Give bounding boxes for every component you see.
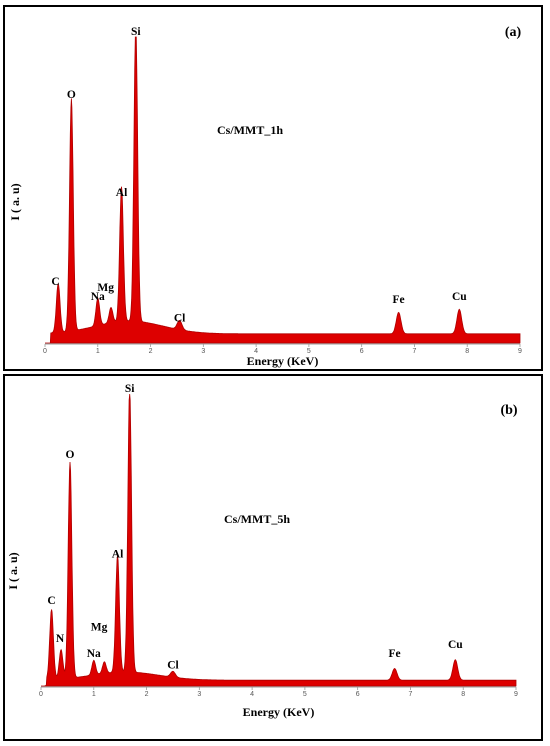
peak-label-o: O: [66, 449, 75, 461]
x-tick-label: 6: [360, 348, 364, 355]
x-axis-label: Energy (KeV): [247, 354, 319, 368]
x-axis-label: Energy (KeV): [243, 705, 315, 719]
eds-chart-b: 0 1 2 3 4 5 6 7 8 9 C N O Na Mg Al Si Cl Fe Cu Energy (KeV) I…: [6, 383, 518, 719]
panel-b: 0 1 2 3 4 5 6 7 8 9 C N O Na Mg Al Si Cl Fe Cu Energy (KeV) I…: [3, 374, 543, 741]
x-tick-label: 9: [518, 348, 522, 355]
x-tick-label: 8: [461, 691, 465, 698]
peak-label-mg: Mg: [97, 282, 114, 294]
x-tick-label: 4: [250, 691, 254, 698]
x-tick-label: 0: [43, 348, 47, 355]
panel-label: (a): [505, 25, 522, 40]
peak-label-mg: Mg: [91, 622, 108, 634]
peak-label-fe: Fe: [393, 294, 405, 306]
y-axis-label: I ( a. u): [6, 552, 20, 589]
peak-label-cl: Cl: [174, 313, 186, 325]
x-tick-label: 3: [201, 348, 205, 355]
peak-label-al: Al: [116, 187, 128, 199]
x-tick-label: 5: [303, 691, 307, 698]
peak-label-cl: Cl: [167, 659, 179, 671]
y-axis-label: I ( a. u): [8, 183, 22, 220]
peak-label-cu: Cu: [448, 639, 463, 651]
x-tick-label: 8: [465, 348, 469, 355]
peak-label-al: Al: [112, 549, 124, 561]
x-tick-label: 1: [96, 348, 100, 355]
x-tick-label: 2: [145, 691, 149, 698]
x-tick-label: 2: [149, 348, 153, 355]
peak-label-c: C: [47, 595, 55, 607]
peak-label-fe: Fe: [389, 648, 401, 660]
peak-label-o: O: [67, 89, 76, 101]
x-tick-label: 7: [408, 691, 412, 698]
peak-label-n: N: [56, 633, 65, 645]
x-tick-label: 1: [92, 691, 96, 698]
peak-label-na: Na: [87, 648, 101, 660]
spectrum-area: [45, 36, 521, 344]
x-tick-label: 9: [514, 691, 518, 698]
peak-label-si: Si: [125, 383, 135, 395]
peak-label-na: Na: [91, 291, 105, 303]
x-tick-label: 3: [197, 691, 201, 698]
x-tick-label: 6: [356, 691, 360, 698]
spectrum-area: [41, 393, 517, 687]
x-tick-label: 0: [39, 691, 43, 698]
sample-label: Cs/MMT_1h: [217, 123, 283, 137]
x-tick-label: 4: [254, 348, 258, 355]
peak-label-c: C: [51, 276, 59, 288]
peak-label-si: Si: [131, 26, 141, 38]
panel-a: 0 1 2 3 4 5 6 7 8 9 C O Na Mg Al Si Cl Fe Cu Energy (KeV) I …: [3, 5, 543, 371]
sample-label: Cs/MMT_5h: [224, 512, 290, 526]
panel-label: (b): [500, 403, 517, 418]
x-tick-label: 5: [307, 348, 311, 355]
peak-label-cu: Cu: [452, 291, 467, 303]
x-tick-label: 7: [412, 348, 416, 355]
